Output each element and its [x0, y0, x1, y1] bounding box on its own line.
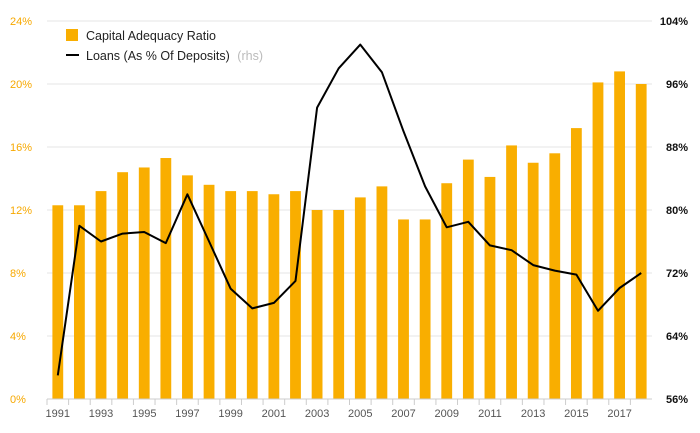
y-right-tick-label: 72%: [666, 268, 688, 280]
bar-2014: [549, 153, 561, 399]
x-tick-label: 2007: [391, 408, 415, 420]
y-left-tick-label: 8%: [10, 268, 26, 280]
bar-1995: [138, 167, 150, 399]
bar-1996: [160, 158, 172, 399]
y-left-tick-label: 12%: [10, 205, 32, 217]
bar-2016: [592, 82, 604, 400]
legend-note-rhs: (rhs): [237, 49, 263, 63]
legend-swatch-bar: [66, 29, 78, 41]
bar-1993: [95, 191, 107, 399]
axes: 0% 4% 8% 12% 16% 20% 24% 56% 64% 72% 80% 88% 96% 104%…: [10, 16, 688, 420]
bar-2005: [354, 197, 366, 399]
bar-2001: [268, 194, 280, 399]
y-right-tick-label: 96%: [666, 79, 688, 91]
bar-2012: [506, 145, 517, 399]
x-tick-label: 2005: [348, 408, 372, 420]
gridlines: [47, 20, 652, 400]
legend-label-capital-adequacy: Capital Adequacy Ratio: [86, 29, 216, 43]
bar-2011: [484, 176, 496, 399]
y-left-tick-label: 24%: [10, 16, 32, 28]
bar-2015: [570, 128, 582, 399]
x-tick-label: 2009: [434, 408, 458, 420]
x-tick-label: 2011: [478, 408, 502, 420]
y-right-tick-label: 104%: [660, 16, 688, 28]
bar-2002: [290, 191, 301, 399]
svg-text:Loans (As % Of Deposits): Loans (As % Of Deposits) (rhs): [86, 49, 263, 63]
x-tick-label: 2017: [607, 408, 631, 420]
legend: Capital Adequacy Ratio Loans (As % Of De…: [66, 29, 263, 63]
y-right-tick-label: 64%: [666, 331, 688, 343]
y-right-tick-label: 56%: [666, 394, 688, 406]
bar-2010: [462, 159, 474, 399]
bar-2009: [441, 183, 453, 399]
y-left-tick-label: 16%: [10, 142, 32, 154]
line-series: [56, 43, 642, 376]
x-tick-label: 2015: [564, 408, 588, 420]
legend-label-loans: Loans (As % Of Deposits): [86, 49, 230, 63]
x-tick-label: 2001: [262, 408, 286, 420]
bar-1991: [52, 205, 64, 399]
y-left-tick-label: 4%: [10, 331, 26, 343]
bar-1994: [117, 172, 129, 399]
bar-1998: [203, 184, 215, 399]
bar-2006: [376, 186, 388, 399]
y-right-tick-label: 88%: [666, 142, 688, 154]
y-left-tick-label: 20%: [10, 79, 32, 91]
bar-2000: [246, 191, 258, 399]
x-tick-label: 1997: [175, 408, 199, 420]
bar-1999: [225, 191, 237, 399]
bar-2007: [398, 219, 409, 399]
x-tick-label: 1991: [46, 408, 70, 420]
bar-2003: [311, 210, 323, 399]
bar-2017: [614, 71, 625, 400]
bar-1992: [74, 205, 85, 399]
bar-1997: [182, 175, 193, 399]
loans-line: [56, 43, 642, 376]
y-right-tick-label: 80%: [666, 205, 688, 217]
x-tick-label: 2013: [521, 408, 545, 420]
x-tick-label: 1993: [89, 408, 113, 420]
bar-2004: [333, 210, 345, 399]
bar-2013: [527, 162, 539, 399]
bar-2008: [419, 219, 431, 399]
x-tick-label: 2003: [305, 408, 329, 420]
y-left-tick-label: 0%: [10, 394, 26, 406]
bar-series: [52, 71, 647, 400]
x-tick-label: 1995: [132, 408, 156, 420]
bar-2018: [635, 84, 647, 399]
x-tick-label: 1999: [218, 408, 242, 420]
